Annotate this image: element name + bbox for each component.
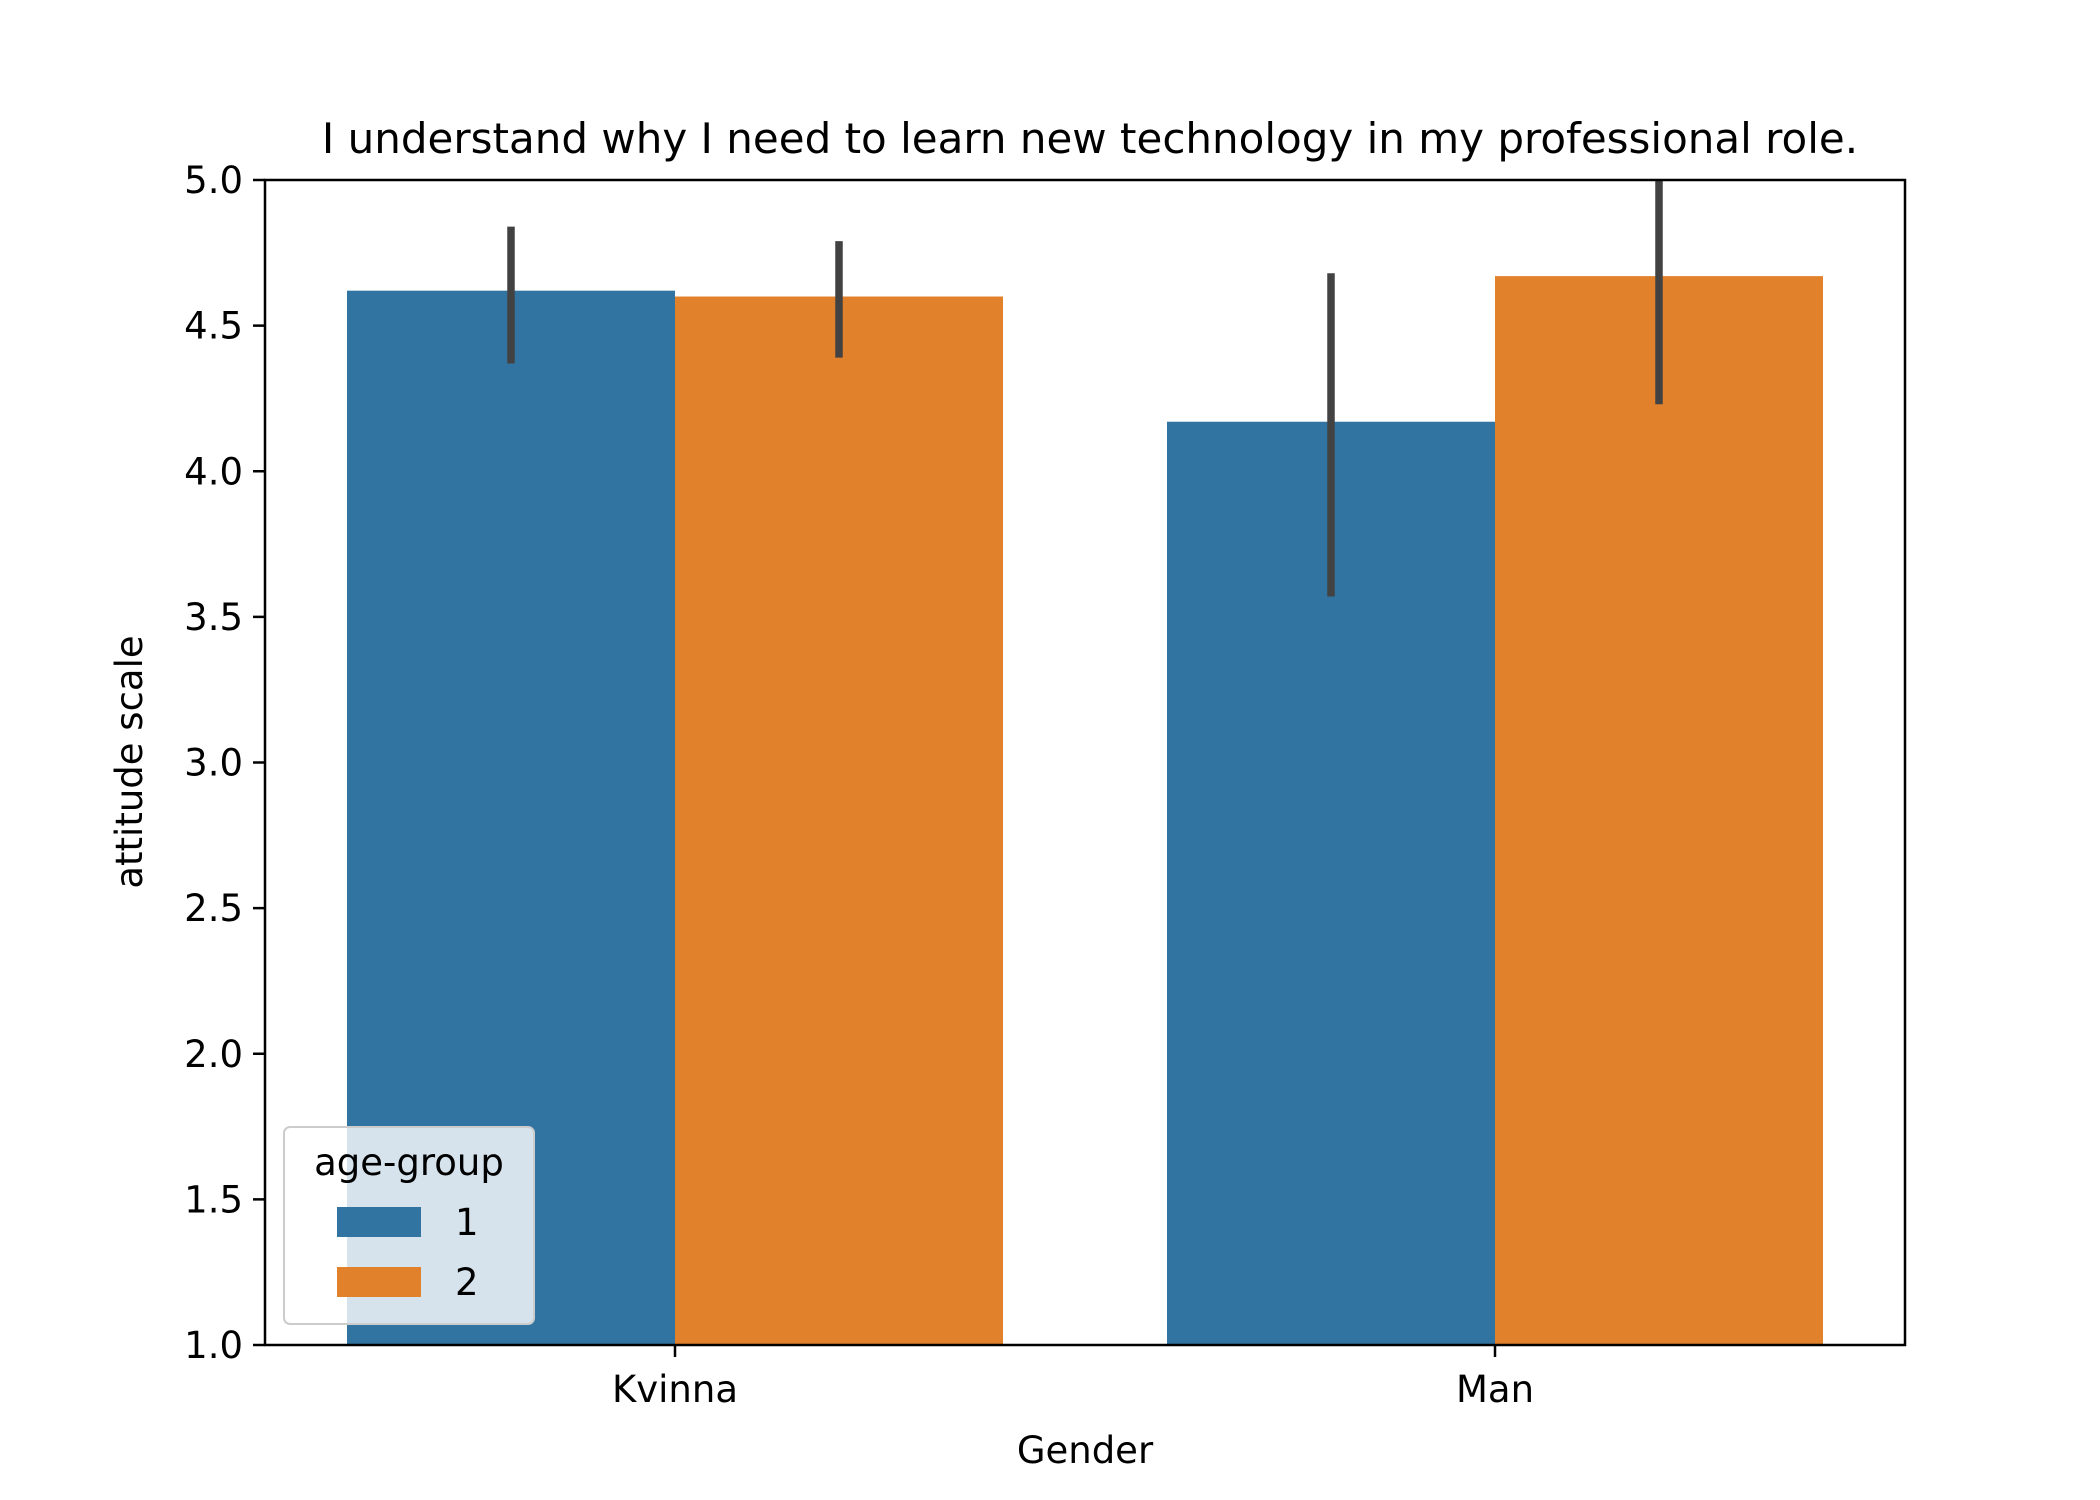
y-tick-label: 1.5 xyxy=(184,1178,243,1221)
x-axis-label: Gender xyxy=(1017,1429,1154,1472)
x-tick-label: Man xyxy=(1456,1368,1534,1411)
x-axis: Kvinna Man xyxy=(612,1345,1534,1411)
y-tick-label: 4.5 xyxy=(184,305,243,348)
y-axis-label: attitude scale xyxy=(108,635,151,888)
y-tick-label: 1.0 xyxy=(184,1324,243,1367)
y-tick-label: 5.0 xyxy=(184,159,243,202)
legend-label-2: 2 xyxy=(455,1261,479,1304)
y-tick-label: 2.5 xyxy=(184,887,243,930)
error-bars-layer xyxy=(507,180,1663,597)
legend: age-group 1 2 xyxy=(283,1126,535,1325)
chart-title: I understand why I need to learn new tec… xyxy=(322,114,1858,163)
bars-layer xyxy=(347,276,1823,1345)
y-tick-label: 4.0 xyxy=(184,450,243,493)
y-tick-label: 3.5 xyxy=(184,596,243,639)
y-tick-label: 3.0 xyxy=(184,742,243,785)
y-tick-label: 2.0 xyxy=(184,1033,243,1076)
legend-label-1: 1 xyxy=(455,1201,479,1244)
legend-swatch-1 xyxy=(337,1207,421,1237)
bar-man-group-2 xyxy=(1495,276,1823,1345)
x-tick-label: Kvinna xyxy=(612,1368,738,1411)
y-axis: 1.0 1.5 2.0 2.5 3.0 3.5 4.0 4.5 5.0 xyxy=(184,159,265,1367)
legend-title: age-group xyxy=(314,1141,504,1184)
legend-swatch-2 xyxy=(337,1267,421,1297)
bar-kvinna-group-2 xyxy=(675,296,1003,1345)
